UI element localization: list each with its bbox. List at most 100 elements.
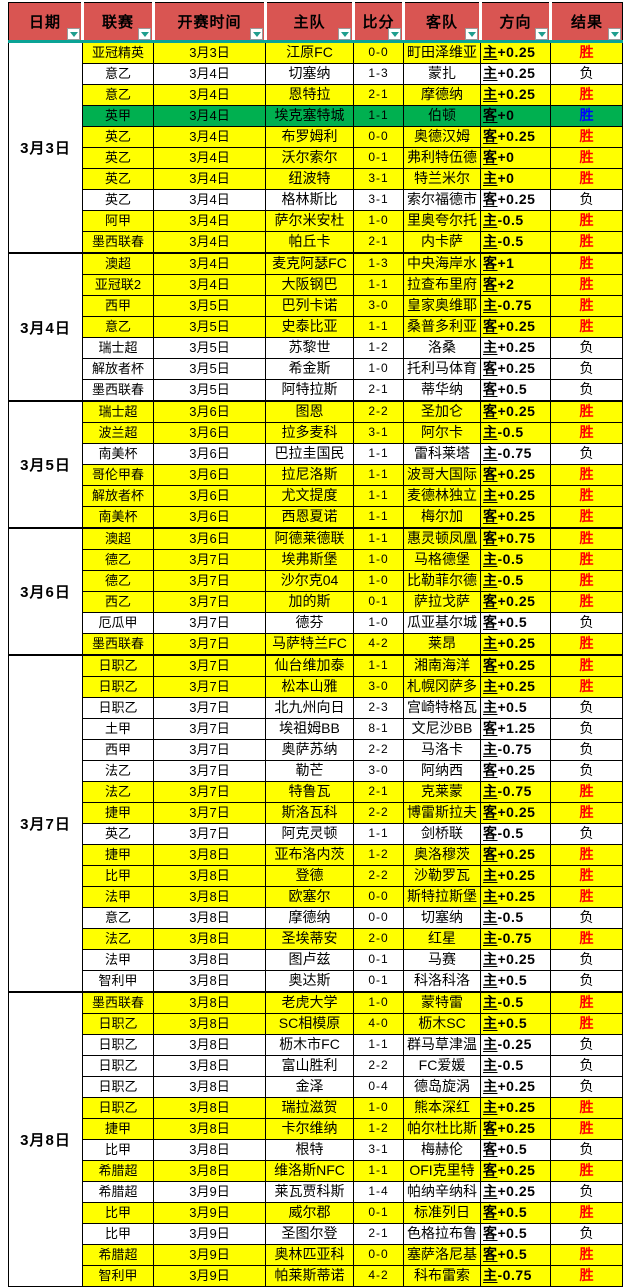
cell-home-team: 勒芒 <box>265 760 354 782</box>
cell-away-team: 特兰米尔 <box>403 168 481 190</box>
cell-league: 日职乙 <box>82 1013 154 1035</box>
cell-score: 2-0 <box>353 928 404 950</box>
cell-home-team: 麦克阿瑟FC <box>265 252 354 275</box>
cell-kickoff-date: 3月7日 <box>153 823 266 845</box>
cell-date-group: 3月4日 <box>8 252 83 402</box>
cell-direction: 主-0.75 <box>480 739 551 761</box>
cell-kickoff-date: 3月4日 <box>153 168 266 190</box>
cell-kickoff-date: 3月8日 <box>153 991 266 1014</box>
cell-date-group: 3月3日 <box>8 40 83 254</box>
cell-result: 胜 <box>550 549 623 571</box>
filter-dropdown-icon[interactable] <box>535 28 548 40</box>
header-away-team-label: 客队 <box>425 14 458 31</box>
header-direction: 方向 <box>479 2 551 43</box>
cell-league: 希腊超 <box>82 1181 154 1203</box>
cell-score: 2-1 <box>353 781 404 803</box>
cell-score: 0-0 <box>353 886 404 908</box>
cell-result: 负 <box>550 823 623 845</box>
cell-away-team: 马洛卡 <box>403 739 481 761</box>
cell-league: 意乙 <box>82 316 154 338</box>
cell-home-team: 阿特拉斯 <box>265 379 354 402</box>
cell-direction: 主+0.5 <box>480 697 551 719</box>
cell-score: 0-0 <box>353 907 404 929</box>
cell-score: 3-0 <box>353 676 404 698</box>
cell-result: 负 <box>550 760 623 782</box>
cell-direction: 客+0.25 <box>480 358 551 380</box>
cell-home-team: 奥林匹亚科斯 <box>265 1244 354 1266</box>
cell-result: 负 <box>550 1223 623 1245</box>
header-row: 日期 联赛 开赛时间 主队 比分 客队 方向 结果 <box>8 2 623 43</box>
cell-result: 胜 <box>550 527 623 550</box>
cell-home-team: 西恩夏诺 <box>265 506 354 529</box>
cell-result: 胜 <box>550 1118 623 1140</box>
cell-away-team: 梅尔加 <box>403 506 481 529</box>
header-kickoff-time: 开赛时间 <box>152 2 266 43</box>
cell-direction: 主+0.25 <box>480 1076 551 1098</box>
cell-direction: 客+0.5 <box>480 1139 551 1161</box>
cell-home-team: 奥萨苏纳 <box>265 739 354 761</box>
filter-dropdown-icon[interactable] <box>388 28 401 40</box>
cell-result: 负 <box>550 358 623 380</box>
cell-league: 南美杯 <box>82 506 154 529</box>
filter-dropdown-icon[interactable] <box>338 28 351 40</box>
cell-score: 1-1 <box>353 654 404 677</box>
cell-date-group: 3月7日 <box>8 654 83 993</box>
cell-score: 1-3 <box>353 63 404 85</box>
cell-away-team: 梅赫伦 <box>403 1139 481 1161</box>
chevron-down-icon <box>340 31 349 37</box>
header-league-label: 联赛 <box>101 14 134 31</box>
cell-score: 1-0 <box>353 358 404 380</box>
cell-score: 2-1 <box>353 84 404 106</box>
cell-direction: 主-0.5 <box>480 549 551 571</box>
cell-kickoff-date: 3月8日 <box>153 928 266 950</box>
cell-home-team: 切塞纳 <box>265 63 354 85</box>
cell-kickoff-date: 3月7日 <box>153 739 266 761</box>
table-row: 法乙 3月7日 特鲁瓦 2-1 克莱蒙 主-0.75 胜 <box>9 781 623 803</box>
cell-score: 2-1 <box>353 231 404 254</box>
cell-score: 3-0 <box>353 760 404 782</box>
cell-kickoff-date: 3月4日 <box>153 105 266 127</box>
cell-direction: 主+0.25 <box>480 949 551 971</box>
cell-direction: 主+0.5 <box>480 1013 551 1035</box>
cell-score: 1-1 <box>353 527 404 550</box>
header-score-label: 比分 <box>362 14 395 31</box>
cell-kickoff-date: 3月7日 <box>153 718 266 740</box>
cell-score: 1-0 <box>353 1097 404 1119</box>
cell-score: 2-3 <box>353 697 404 719</box>
cell-direction: 客+0.5 <box>480 1223 551 1245</box>
filter-dropdown-icon[interactable] <box>465 28 478 40</box>
table-row: 智利甲 3月8日 奥达斯 0-1 科洛科洛 主+0.5 负 <box>9 970 623 993</box>
filter-dropdown-icon[interactable] <box>67 28 80 40</box>
cell-result: 负 <box>550 1181 623 1203</box>
table-row: 南美杯 3月6日 西恩夏诺 1-1 梅尔加 客+0.25 胜 <box>9 506 623 529</box>
cell-kickoff-date: 3月8日 <box>153 949 266 971</box>
table-row: 法乙 3月7日 勒芒 3-0 阿纳西 客+0.25 负 <box>9 760 623 782</box>
cell-league: 西甲 <box>82 739 154 761</box>
cell-league: 意乙 <box>82 63 154 85</box>
cell-score: 0-1 <box>353 970 404 993</box>
cell-result: 胜 <box>550 252 623 275</box>
chevron-down-icon <box>252 31 261 37</box>
cell-league: 意乙 <box>82 84 154 106</box>
cell-away-team: 伯顿 <box>403 105 481 127</box>
cell-league: 厄瓜甲 <box>82 612 154 634</box>
cell-league: 西乙 <box>82 591 154 613</box>
filter-dropdown-icon[interactable] <box>608 28 621 40</box>
cell-result: 胜 <box>550 168 623 190</box>
cell-kickoff-date: 3月6日 <box>153 506 266 529</box>
cell-result: 负 <box>550 739 623 761</box>
cell-score: 1-4 <box>353 1181 404 1203</box>
filter-dropdown-icon[interactable] <box>138 28 151 40</box>
header-date-label: 日期 <box>28 14 61 31</box>
cell-away-team: 奥德汉姆 <box>403 126 481 148</box>
cell-direction: 客+0.25 <box>480 802 551 824</box>
cell-away-team: 帕尔杜比斯 <box>403 1118 481 1140</box>
cell-league: 希腊超 <box>82 1244 154 1266</box>
cell-away-team: 波哥大国际 <box>403 464 481 486</box>
cell-league: 法乙 <box>82 928 154 950</box>
cell-score: 0-0 <box>353 126 404 148</box>
cell-kickoff-date: 3月8日 <box>153 1076 266 1098</box>
filter-dropdown-icon[interactable] <box>250 28 263 40</box>
cell-direction: 主+0.25 <box>480 63 551 85</box>
